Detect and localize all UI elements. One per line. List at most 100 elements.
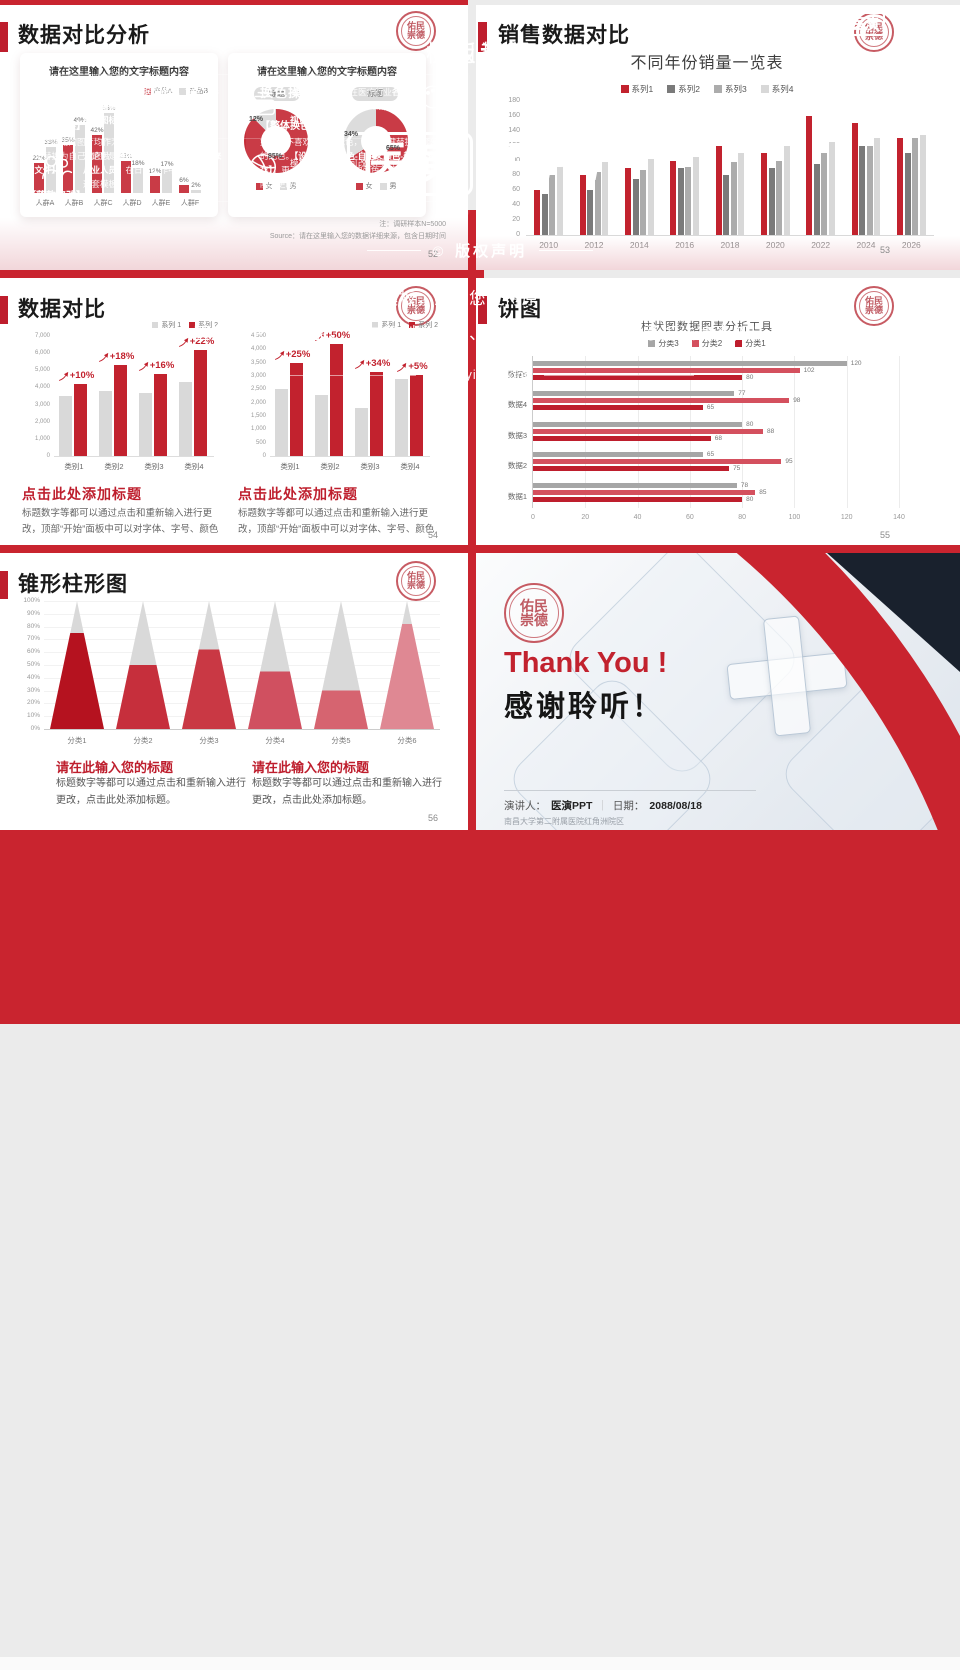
category-label: 人群F: [180, 200, 200, 207]
block-heading: 请在此输入您的标题: [56, 760, 174, 775]
y-axis-label: 4,000: [34, 384, 50, 391]
bar: [587, 190, 594, 235]
growth-label: +34%: [349, 358, 395, 369]
legend-swatch: [620, 85, 629, 93]
bar: [632, 179, 639, 235]
bar: [761, 153, 768, 235]
y-axis-label: 0: [46, 453, 50, 459]
slice-label: 34%: [344, 131, 359, 138]
bar-value-label: 77: [738, 390, 746, 398]
legend-item: 系列1: [620, 83, 653, 95]
slice-label: 65%: [386, 145, 401, 152]
category-label: 类别2: [320, 462, 340, 471]
tutorial-entry-tag: 【图标换色】: [260, 205, 320, 216]
bar: [179, 382, 192, 456]
source-note: 注：调研样本N=5000 Source：请在这里输入您的数据详细来源，包含日期时…: [270, 219, 446, 243]
gridline: [846, 356, 848, 508]
y-axis-label: 6,000: [34, 350, 50, 357]
slide-title: 饼图: [498, 298, 542, 321]
speaker-label: 演讲人：: [504, 800, 546, 812]
slice-label: 12%: [249, 116, 264, 123]
legend-item: 系列 2: [409, 320, 438, 330]
growth-label: +5%: [389, 361, 435, 372]
bar: [579, 175, 586, 235]
copyright-title: 版权声明: [455, 243, 528, 260]
bar: [330, 344, 343, 456]
template-notes-grid: P模板全部图表数据可修改，文字、形状可编辑，颜色可更改，图片可替换，图标可换色 …: [26, 74, 442, 202]
category-label: 数据2: [507, 461, 527, 471]
category-label: 分类3: [199, 736, 219, 745]
divider-line: [539, 250, 594, 251]
bar-value-label: 85: [759, 488, 767, 496]
growth-label: +10%: [53, 370, 99, 381]
gridline: [44, 626, 440, 628]
page-number: 56: [428, 813, 439, 823]
bar: [179, 185, 189, 193]
bar: [315, 394, 328, 456]
growth-arrow-icon: [354, 359, 364, 369]
bar-value-label: 17%: [160, 161, 174, 168]
legend-item: 系列 1: [372, 320, 401, 330]
slide-title: 销售数据对比: [498, 24, 630, 47]
bar: [139, 392, 152, 456]
slide-55-pie-chart: 饼图 佑民崇德 柱状图数据图表分析工具 分类3 分类2 分类1 120 102 80 数据…: [476, 278, 960, 545]
bar: [549, 175, 556, 235]
block-heading: 点击此处添加标题: [22, 486, 142, 502]
bar: [533, 398, 790, 404]
block-body: 标题数字等都可以通过点击和重新输入进行更改，顶部“开始”面板中可以对字体、字号、…: [22, 508, 219, 535]
bar: [533, 405, 703, 411]
growth-label: +16%: [133, 360, 179, 371]
legend-swatch: [255, 182, 263, 190]
legend-label: 产品B: [189, 88, 208, 95]
bar: [859, 145, 866, 235]
growth-label: +18%: [93, 351, 139, 362]
bar-value-label: 6%: [179, 177, 189, 184]
bar: [275, 389, 288, 456]
bar-value-label: 33%: [44, 139, 58, 146]
legend-item: 分类2: [691, 338, 722, 349]
block-heading: 点击此处添加标题: [238, 486, 358, 502]
category-label: 人群D: [122, 200, 142, 207]
copyright-line: 感谢您购买医演®PPT模板，感谢您支持原创设计版权产品！为了您和: [210, 290, 750, 308]
bar: [640, 169, 647, 235]
y-axis-label: 3,500: [250, 359, 266, 366]
grouped-bar-chart: 22% 33% 人群A 35% 49% 人群B 42% 58% 人群C 23% 18% 人群D 12% 1…: [28, 81, 210, 209]
y-axis-label: 60: [512, 186, 520, 194]
legend-swatch: [152, 322, 159, 328]
y-axis-label: 40%: [26, 673, 40, 681]
bar: [692, 156, 699, 235]
note-text: 无论您是医生、护士、医疗行业其他从业人员，在日常工作中均可以使用这套模板: [83, 150, 220, 189]
page-number: 52: [428, 249, 439, 259]
title-accent-bar: [0, 22, 8, 52]
brand-suffix: PPT: [502, 132, 614, 192]
category-label: 类别1: [280, 462, 300, 471]
legend-item: 系列 1: [152, 320, 181, 330]
bar: [594, 171, 601, 235]
category-label: 分类6: [397, 736, 417, 745]
bar: [533, 452, 703, 458]
bar: [533, 459, 782, 465]
bar: [738, 153, 745, 235]
chart-legend: 系列1 系列2 系列3 系列4: [476, 83, 938, 95]
legend-swatch: [189, 322, 196, 328]
bar: [866, 145, 873, 235]
bar-value-label: 35%: [61, 137, 75, 144]
website-link[interactable]: www.yippt.com: [431, 368, 529, 382]
slide-title: 锥形柱形图: [18, 573, 128, 596]
legend-label: 女: [365, 183, 373, 190]
bar: [828, 141, 835, 235]
chart-legend: 分类3 分类2 分类1: [476, 338, 938, 349]
legend-swatch: [179, 87, 187, 95]
slide-title: 数据对比: [18, 298, 106, 321]
bar: [670, 160, 677, 235]
registered-mark: ®: [481, 134, 494, 151]
legend-swatch: [143, 87, 151, 95]
people-icon: [39, 150, 73, 189]
bar-value-label: 95: [785, 458, 793, 466]
bar: [533, 375, 743, 380]
tutorial-column-recolor: 换色操作 【整体换色】 如果您不喜欢现在的配色，可以一键替换整套幻灯片的配色。【设计…: [246, 70, 470, 218]
note-line: 注：调研样本N=5000: [379, 221, 446, 228]
bar: [395, 378, 408, 456]
gridline: [899, 356, 900, 508]
category-label: 类别1: [64, 462, 84, 471]
